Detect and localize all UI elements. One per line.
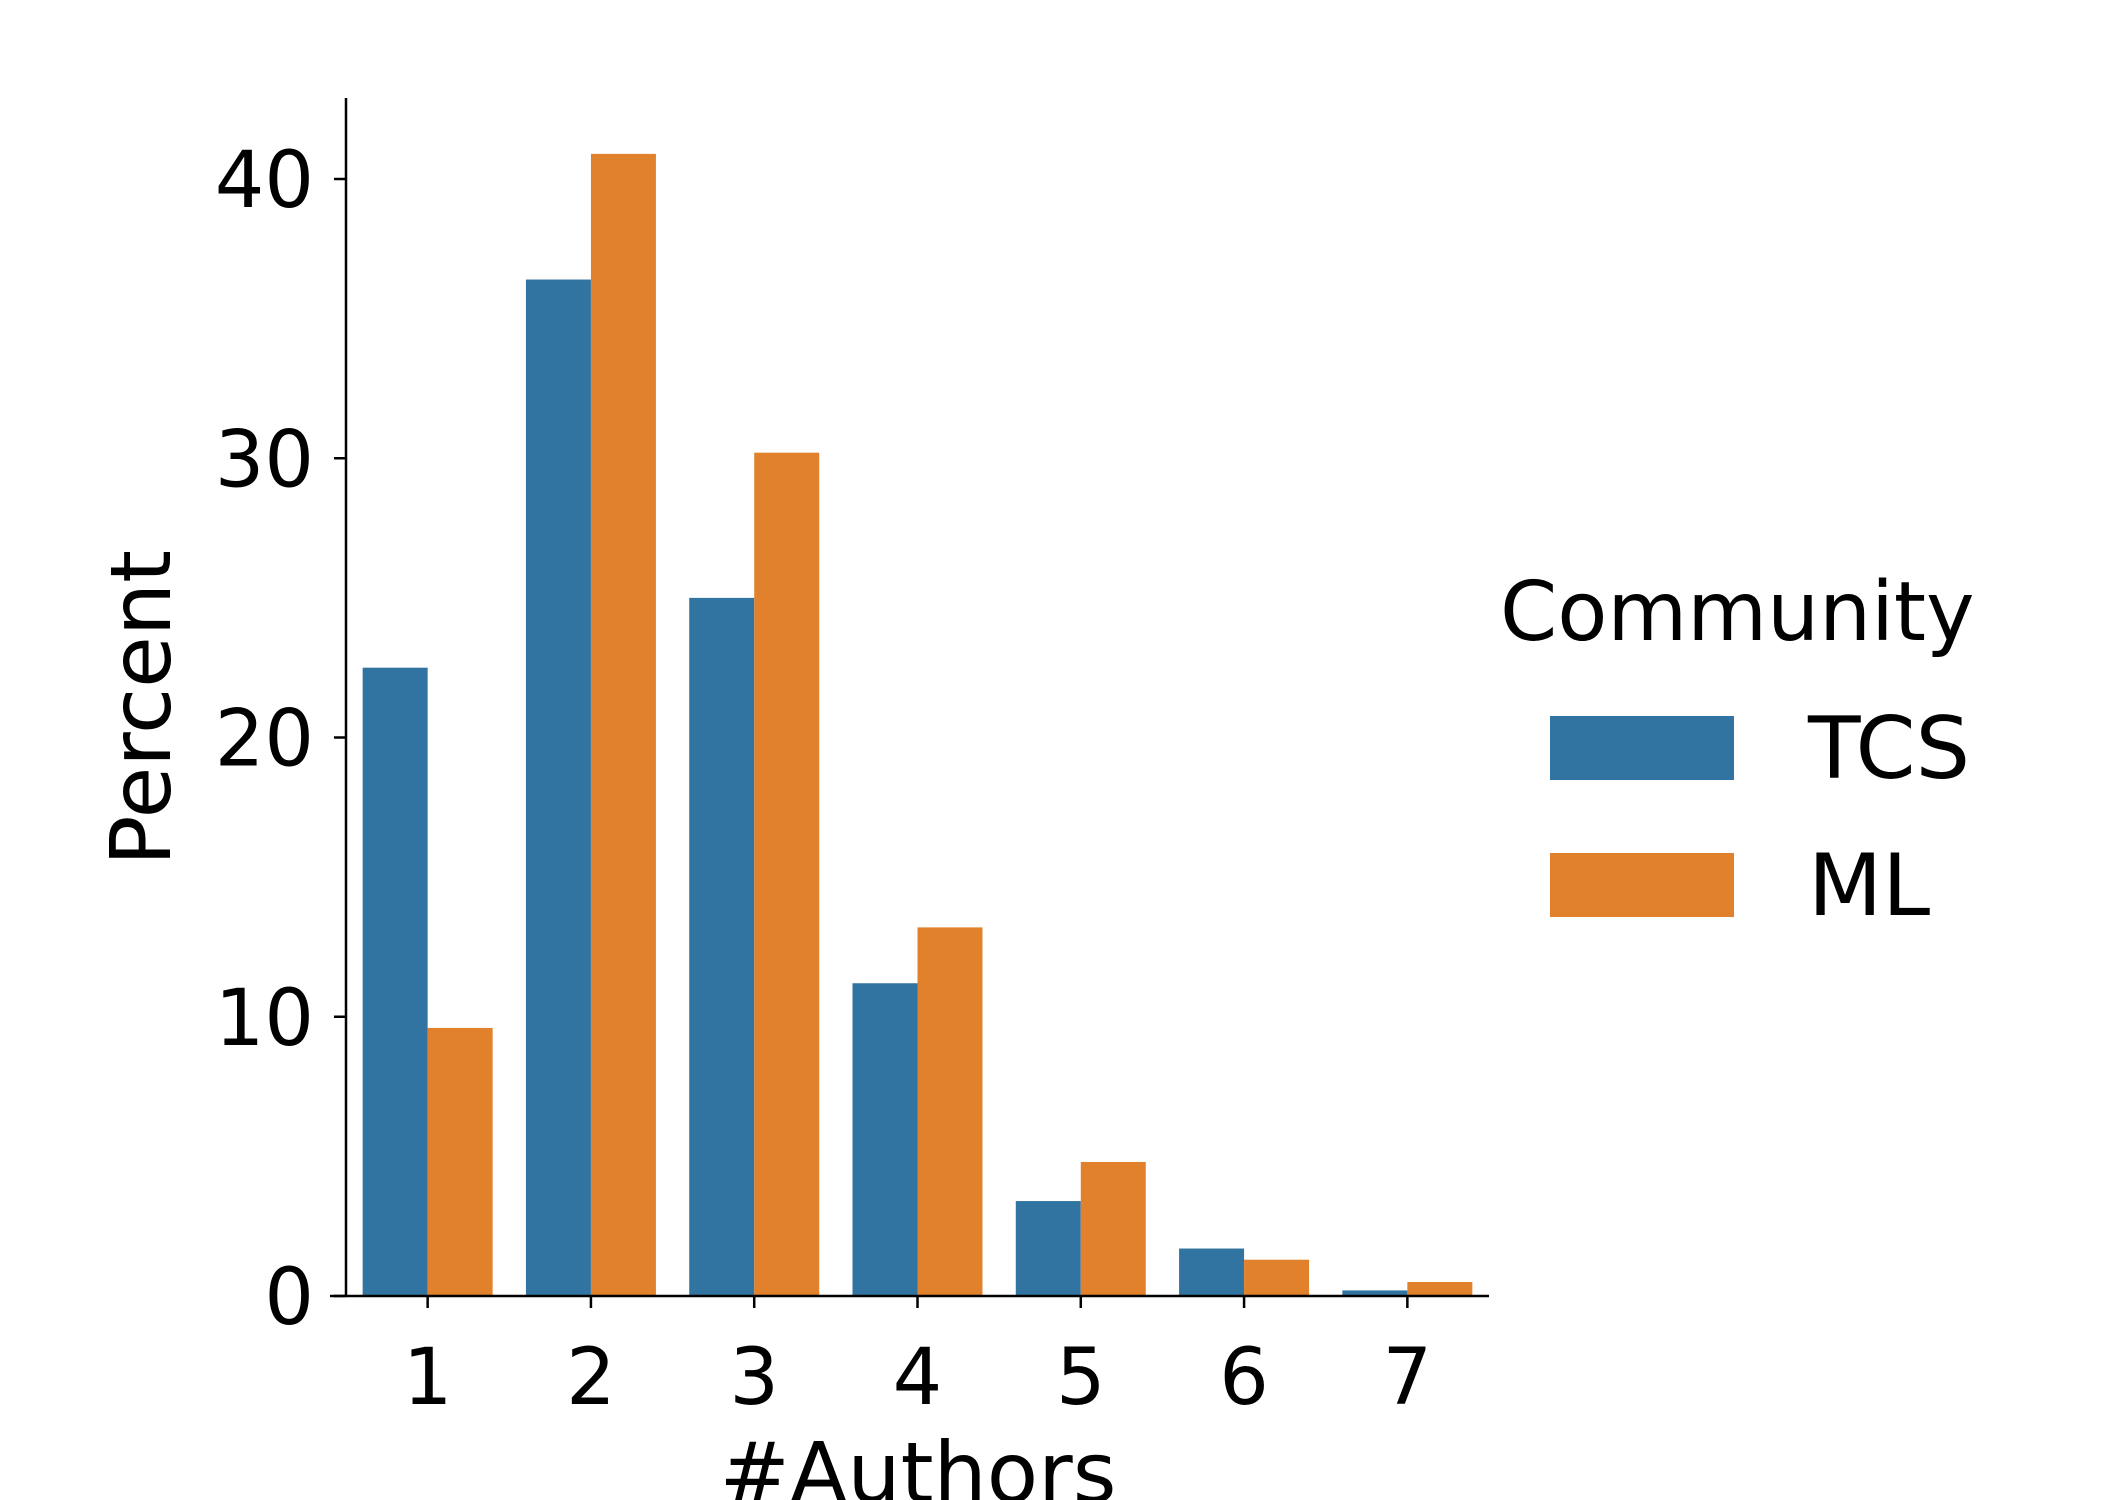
legend: Community TCS ML (1500, 565, 1975, 936)
x-tick-label: 3 (729, 1333, 779, 1423)
bar-ml-4 (917, 927, 983, 1296)
bar-ml-3 (754, 452, 820, 1296)
bar-ml-7 (1407, 1282, 1473, 1296)
x-tick-label: 4 (893, 1333, 943, 1423)
y-tick-label: 40 (215, 136, 314, 226)
y-tick-label: 30 (215, 415, 314, 505)
bar-tcs-6 (1179, 1248, 1245, 1296)
bar-tcs-3 (689, 597, 755, 1296)
x-tick-label: 7 (1383, 1333, 1433, 1423)
y-tick-label: 0 (264, 1253, 314, 1343)
bars-group (362, 153, 1473, 1297)
y-axis-label: Percent (92, 550, 190, 866)
x-tick-label: 6 (1219, 1333, 1269, 1423)
bar-ml-6 (1244, 1259, 1310, 1296)
bar-tcs-5 (1015, 1201, 1081, 1296)
y-tick-label: 10 (215, 974, 314, 1064)
legend-swatch-ml (1550, 853, 1734, 917)
x-tick-label: 1 (403, 1333, 453, 1423)
bar-ml-5 (1080, 1161, 1146, 1296)
bar-tcs-2 (525, 279, 591, 1296)
bar-tcs-1 (362, 667, 428, 1296)
legend-label-ml: ML (1808, 836, 1930, 936)
bar-ml-2 (590, 153, 656, 1297)
bar-tcs-7 (1342, 1290, 1408, 1296)
x-ticks-group: 1 2 3 4 5 6 7 (403, 1296, 1432, 1423)
y-tick-label: 20 (215, 695, 314, 785)
legend-swatch-tcs (1550, 716, 1734, 780)
bar-tcs-4 (852, 983, 918, 1296)
axes-group (330, 98, 1489, 1298)
x-tick-label: 5 (1056, 1333, 1106, 1423)
y-ticks-group: 0 10 20 30 40 (215, 136, 346, 1343)
legend-title: Community (1500, 565, 1975, 660)
x-axis-label: #Authors (720, 1424, 1117, 1500)
x-tick-label: 2 (566, 1333, 616, 1423)
legend-label-tcs: TCS (1807, 699, 1970, 799)
bar-ml-1 (427, 1027, 493, 1296)
